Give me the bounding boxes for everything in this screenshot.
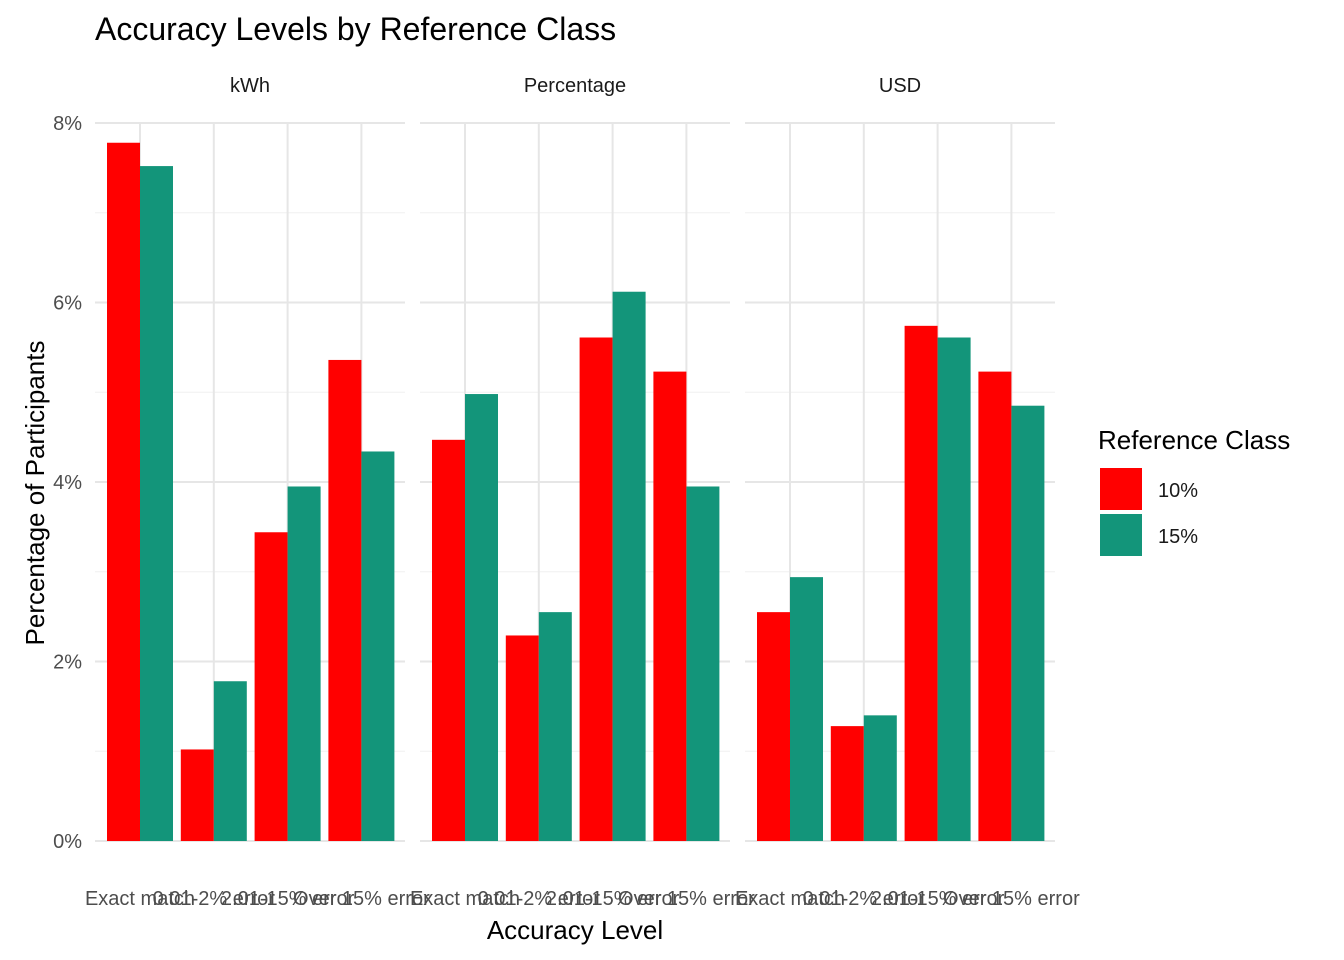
bar xyxy=(465,394,498,841)
legend-swatch xyxy=(1100,468,1142,510)
bar xyxy=(287,486,321,841)
y-axis-title: Percentage of Participants xyxy=(20,341,50,646)
bar xyxy=(686,486,720,841)
bar xyxy=(612,291,646,842)
bar xyxy=(361,451,395,841)
x-axis-title: Accuracy Level xyxy=(487,915,663,945)
bar xyxy=(937,337,971,841)
y-tick-label: 6% xyxy=(53,293,82,315)
bar xyxy=(978,371,1012,841)
bar xyxy=(107,142,140,841)
x-tick-label: 0.01-2% error xyxy=(153,888,276,910)
bar xyxy=(140,166,173,841)
x-tick-label: Over 15% error xyxy=(618,888,755,910)
bar xyxy=(830,726,864,841)
y-tick-label: 8% xyxy=(53,113,82,135)
bar xyxy=(579,337,613,841)
chart-title: Accuracy Levels by Reference Class xyxy=(95,11,616,47)
facet-strip-label: Percentage xyxy=(524,75,626,97)
x-tick-label: Over 15% error xyxy=(293,888,430,910)
facet-strip-label: kWh xyxy=(230,75,270,97)
bar xyxy=(213,681,247,841)
x-tick-label: 2.01-15% error xyxy=(871,888,1005,910)
x-tick-label: 0.01-2% error xyxy=(478,888,601,910)
x-tick-label: 0.01-2% error xyxy=(803,888,926,910)
bar xyxy=(254,532,288,841)
bar xyxy=(863,715,897,841)
legend: Reference Class 10% 15% xyxy=(1098,425,1290,556)
bar xyxy=(1011,405,1045,841)
bar xyxy=(328,359,362,841)
facet-strip-label: USD xyxy=(879,75,921,97)
bar xyxy=(904,325,938,842)
x-tick-label: Exact match xyxy=(85,888,195,910)
bar xyxy=(538,612,572,841)
bar xyxy=(790,577,823,841)
y-tick-label: 4% xyxy=(53,472,82,494)
legend-title: Reference Class xyxy=(1098,425,1290,455)
x-tick-label: Over 15% error xyxy=(943,888,1080,910)
x-tick-label: 2.01-15% error xyxy=(546,888,680,910)
x-tick-label: Exact match xyxy=(410,888,520,910)
legend-label: 15% xyxy=(1158,526,1198,548)
bar xyxy=(432,439,465,841)
bar xyxy=(757,612,790,841)
legend-swatch xyxy=(1100,514,1142,556)
bar xyxy=(180,749,214,841)
x-tick-label: Exact match xyxy=(735,888,845,910)
legend-label: 10% xyxy=(1158,480,1198,502)
y-tick-label: 0% xyxy=(53,831,82,853)
bar xyxy=(505,635,539,841)
bar xyxy=(653,371,687,841)
x-tick-label: 2.01-15% error xyxy=(221,888,355,910)
y-tick-label: 2% xyxy=(53,652,82,674)
